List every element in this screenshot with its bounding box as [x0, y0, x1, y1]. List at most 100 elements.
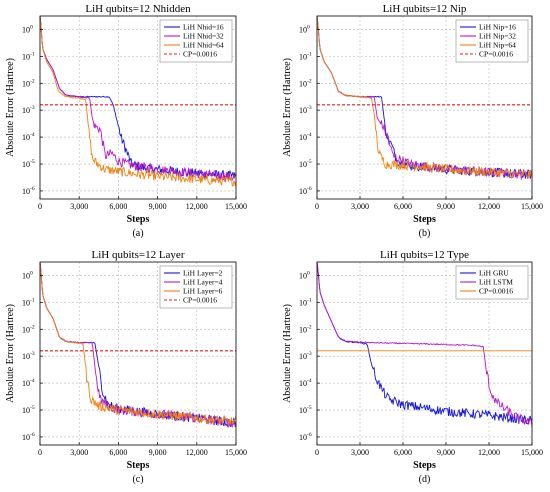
legend-entry: CP=0.0016	[479, 50, 513, 59]
legend-entry: LiH Layer=4	[183, 278, 223, 287]
series-line-3	[39, 15, 237, 187]
y-tick-exponent: -2	[30, 324, 35, 330]
x-tick-label: 6,000	[394, 202, 412, 211]
y-tick-label: 10	[22, 352, 30, 361]
chart-title: LiH qubits=12 Layer	[92, 249, 185, 261]
legend-entry: CP=0.0016	[183, 296, 217, 305]
y-tick-exponent: 0	[307, 270, 310, 276]
x-tick-label: 3,000	[351, 202, 369, 211]
x-tick-label: 0	[315, 448, 319, 457]
y-tick-exponent: -1	[307, 297, 312, 303]
y-tick-exponent: -3	[307, 105, 312, 111]
y-tick-label: 10	[299, 352, 307, 361]
plot-frame	[316, 261, 533, 446]
y-tick-exponent: -2	[307, 324, 312, 330]
y-tick-label: 10	[299, 433, 307, 442]
chart-panel-3: 0 3,000 6,000 9,000 12,000 15,00010-610-510-4…	[5, 249, 247, 485]
series-group	[316, 15, 533, 181]
series-group	[316, 261, 533, 428]
y-tick-exponent: -6	[307, 432, 312, 438]
panel-caption: (d)	[419, 474, 431, 485]
x-tick-label: 9,000	[437, 448, 455, 457]
plot-frame	[39, 15, 237, 200]
y-tick-exponent: -3	[307, 351, 312, 357]
x-tick-label: 9,000	[149, 202, 167, 211]
legend-entry: CP=0.0016	[479, 287, 513, 296]
y-tick-exponent: -5	[307, 405, 312, 411]
x-tick-label: 9,000	[437, 202, 455, 211]
series-group	[39, 15, 237, 187]
x-tick-label: 6,000	[109, 202, 127, 211]
y-tick-exponent: -5	[30, 405, 35, 411]
x-tick-label: 3,000	[70, 202, 88, 211]
y-tick-label: 10	[22, 271, 30, 280]
series-group	[39, 261, 237, 428]
y-tick-label: 10	[299, 79, 307, 88]
x-tick-label: 15,000	[225, 202, 247, 211]
y-tick-label: 10	[299, 25, 307, 34]
series-line-1	[316, 261, 533, 425]
y-axis-label: Absolute Error (Hartree)	[282, 58, 293, 157]
x-tick-label: 15,000	[225, 448, 247, 457]
y-tick-label: 10	[22, 379, 30, 388]
y-tick-label: 10	[299, 133, 307, 142]
y-tick-exponent: -1	[30, 297, 35, 303]
y-tick-label: 10	[299, 298, 307, 307]
y-tick-exponent: -5	[307, 159, 312, 165]
chart-panel-4: 0 3,000 6,000 9,000 12,000 15,00010-610-510-4…	[282, 249, 543, 485]
legend-entry: LiH Nhid=16	[183, 23, 224, 32]
y-tick-label: 10	[299, 160, 307, 169]
series-line-2	[316, 261, 533, 428]
y-tick-label: 10	[299, 271, 307, 280]
x-tick-label: 0	[38, 202, 42, 211]
y-tick-label: 10	[299, 406, 307, 415]
y-tick-label: 10	[299, 52, 307, 61]
panel-caption: (a)	[132, 228, 143, 239]
legend-entry: LiH Nip=16	[479, 23, 516, 32]
y-axis-label: Absolute Error (Hartree)	[5, 58, 16, 157]
panel-caption: (b)	[419, 228, 431, 239]
legend-entry: LiH Nip=64	[479, 41, 516, 50]
legend-entry: LiH Nip=32	[479, 32, 516, 41]
chart-title: LiH qubits=12 Nhidden	[85, 3, 191, 15]
y-tick-exponent: -2	[30, 78, 35, 84]
y-tick-exponent: -4	[307, 132, 312, 138]
x-tick-label: 12,000	[478, 202, 500, 211]
x-tick-label: 6,000	[394, 448, 412, 457]
y-tick-label: 10	[22, 52, 30, 61]
y-tick-label: 10	[22, 433, 30, 442]
x-axis-label: Steps	[413, 214, 436, 225]
series-line-3	[39, 261, 237, 426]
chart-panel-2: 0 3,000 6,000 9,000 12,000 15,00010-610-510-4…	[282, 3, 543, 239]
x-tick-label: 12,000	[186, 448, 208, 457]
y-tick-label: 10	[22, 406, 30, 415]
legend-entry: CP=0.0016	[183, 50, 217, 59]
y-tick-exponent: 0	[307, 24, 310, 30]
chart-title: LiH qubits=12 Type	[380, 249, 469, 261]
x-tick-label: 3,000	[70, 448, 88, 457]
y-tick-label: 10	[22, 160, 30, 169]
y-tick-exponent: -6	[30, 432, 35, 438]
y-tick-exponent: -4	[30, 132, 35, 138]
y-tick-exponent: -5	[30, 159, 35, 165]
x-tick-label: 0	[38, 448, 42, 457]
y-tick-label: 10	[22, 106, 30, 115]
y-tick-label: 10	[22, 25, 30, 34]
y-tick-exponent: -3	[30, 105, 35, 111]
x-axis-label: Steps	[127, 460, 150, 471]
y-tick-exponent: 0	[30, 270, 33, 276]
series-line-3	[316, 15, 533, 180]
legend-entry: LiH Layer=2	[183, 269, 223, 278]
y-tick-label: 10	[22, 133, 30, 142]
plot-frame	[39, 261, 237, 446]
y-tick-label: 10	[299, 379, 307, 388]
x-tick-label: 15,000	[521, 448, 543, 457]
y-tick-exponent: -4	[307, 378, 312, 384]
y-tick-exponent: -6	[307, 186, 312, 192]
legend-entry: LiH Nhid=32	[183, 32, 224, 41]
x-axis-label: Steps	[127, 214, 150, 225]
